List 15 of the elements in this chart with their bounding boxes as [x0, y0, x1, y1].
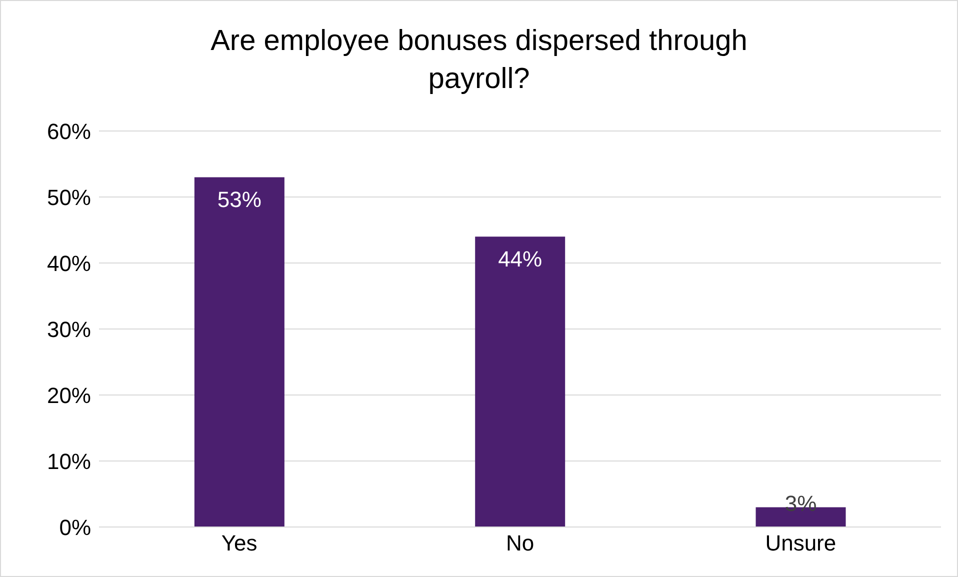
y-tick-label: 50%: [46, 184, 91, 210]
y-tick-label: 30%: [46, 316, 91, 342]
bar: [475, 236, 566, 527]
x-tick-label: No: [506, 530, 534, 556]
data-label: 44%: [498, 246, 542, 272]
y-tick-label: 10%: [46, 448, 91, 474]
y-tick-label: 40%: [46, 250, 91, 276]
chart-title: Are employee bonuses dispersed through payroll?: [210, 24, 748, 97]
y-tick-label: 0%: [59, 514, 91, 540]
bar: [194, 177, 284, 527]
x-tick-label: Yes: [221, 530, 258, 556]
x-tick-label: Unsure: [765, 530, 836, 556]
y-tick-label: 60%: [46, 118, 91, 144]
data-label: 53%: [217, 187, 262, 212]
y-tick-label: 20%: [46, 382, 91, 408]
